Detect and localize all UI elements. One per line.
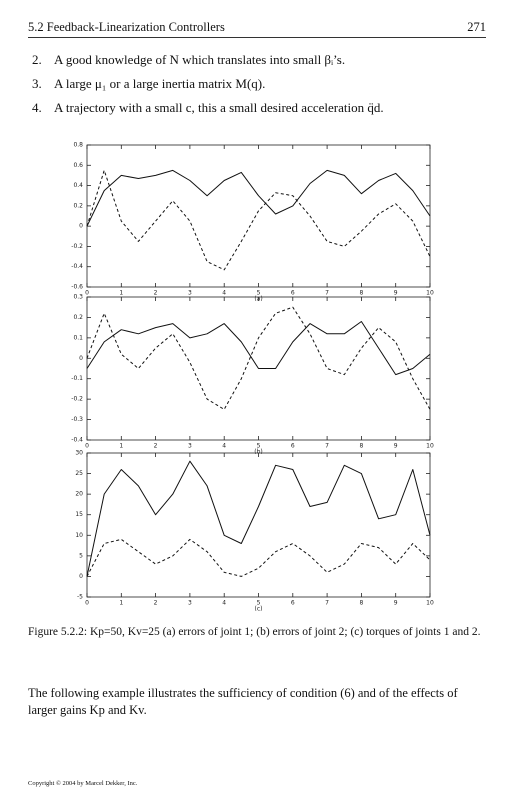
data-line xyxy=(86,538,431,577)
x-tick-label: 5 xyxy=(257,290,261,297)
y-tick-label: 30 xyxy=(75,450,83,457)
y-tick-label: 0.2 xyxy=(73,202,83,209)
x-tick-label: 6 xyxy=(291,443,295,450)
y-tick-label: 0.1 xyxy=(73,334,83,341)
y-tick-label: 0.6 xyxy=(73,162,83,169)
x-tick-label: 4 xyxy=(222,443,226,450)
y-tick-label: 10 xyxy=(75,532,83,539)
x-tick-label: 3 xyxy=(188,443,192,450)
data-line xyxy=(86,169,431,271)
x-tick-label: 8 xyxy=(359,443,363,450)
x-tick-label: 5 xyxy=(257,443,261,450)
page-number: 271 xyxy=(467,20,486,34)
header-rule xyxy=(28,37,486,38)
x-tick-label: 1 xyxy=(119,290,123,297)
x-tick-label: 7 xyxy=(325,290,329,297)
x-tick-label: 10 xyxy=(426,290,434,297)
y-tick-label: 20 xyxy=(75,491,83,498)
data-line xyxy=(86,321,431,376)
y-tick-label: 0.3 xyxy=(73,294,83,301)
y-tick-label: -0.4 xyxy=(71,437,83,444)
y-tick-label: 0.8 xyxy=(73,142,83,149)
x-tick-label: 0 xyxy=(85,600,89,607)
y-tick-label: -0.6 xyxy=(71,284,83,291)
data-line xyxy=(86,460,431,577)
y-tick-label: -0.1 xyxy=(71,375,83,382)
y-tick-label: 25 xyxy=(75,470,83,477)
paragraph: The following example illustrates the su… xyxy=(28,686,458,717)
x-tick-label: 1 xyxy=(119,443,123,450)
running-head: 5.2 Feedback-Linearization Controllers xyxy=(28,20,225,34)
x-tick-label: 9 xyxy=(394,443,398,450)
list-item: 3. A large μ₁ or a large inertia matrix M… xyxy=(32,76,265,92)
plot-frame xyxy=(86,452,431,598)
y-tick-label: -0.4 xyxy=(71,263,83,270)
x-tick-label: 7 xyxy=(325,600,329,607)
item-text: A large μ₁ or a large inertia matrix M(q… xyxy=(54,76,266,91)
x-tick-label: 9 xyxy=(394,600,398,607)
x-axis-label: (c) xyxy=(255,606,263,613)
x-tick-label: 2 xyxy=(154,600,158,607)
y-tick-label: 15 xyxy=(75,511,83,518)
x-axis-label: (b) xyxy=(254,449,263,456)
x-tick-label: 6 xyxy=(291,290,295,297)
x-tick-label: 2 xyxy=(154,443,158,450)
x-tick-label: 7 xyxy=(325,443,329,450)
x-tick-label: 1 xyxy=(119,600,123,607)
data-line xyxy=(86,169,431,227)
x-tick-label: 10 xyxy=(426,443,434,450)
y-tick-label: 0 xyxy=(79,223,83,230)
x-tick-label: 4 xyxy=(222,600,226,607)
y-tick-label: 0 xyxy=(79,573,83,580)
x-tick-label: 3 xyxy=(188,600,192,607)
item-number: 4. xyxy=(32,100,42,115)
x-tick-label: 9 xyxy=(394,290,398,297)
item-number: 2. xyxy=(32,52,42,67)
x-tick-label: 5 xyxy=(257,600,261,607)
x-tick-label: 2 xyxy=(154,290,158,297)
item-text: A good knowledge of N which translates i… xyxy=(54,52,346,67)
list-item: 4. A trajectory with a small c, this a sm… xyxy=(32,100,384,116)
x-tick-label: 6 xyxy=(291,600,295,607)
x-tick-label: 10 xyxy=(426,600,434,607)
y-tick-label: 5 xyxy=(79,552,83,559)
data-line xyxy=(86,306,431,410)
list-item: 2. A good knowledge of N which translates… xyxy=(32,52,345,68)
x-tick-label: 8 xyxy=(359,290,363,297)
x-tick-label: 3 xyxy=(188,290,192,297)
y-tick-label: 0.2 xyxy=(73,314,83,321)
x-tick-label: 0 xyxy=(85,290,89,297)
y-tick-label: -0.2 xyxy=(71,396,83,403)
plot-frame xyxy=(86,144,431,288)
y-tick-label: -5 xyxy=(77,594,83,601)
x-tick-label: 0 xyxy=(85,443,89,450)
caption: Figure 5.2.2: Kp=50, Kv=25 (a) errors of… xyxy=(28,626,481,638)
x-tick-label: 4 xyxy=(222,290,226,297)
x-tick-label: 8 xyxy=(359,600,363,607)
y-tick-label: -0.3 xyxy=(71,416,83,423)
figure: -0.6-0.4-0.200.20.40.60.80 1 2 3 4 5 6 7 8 9 10(a)… xyxy=(71,142,434,613)
y-tick-label: -0.2 xyxy=(71,243,83,250)
y-tick-label: 0 xyxy=(79,355,83,362)
y-tick-label: 0.4 xyxy=(73,182,83,189)
item-text: A trajectory with a small c, this a smal… xyxy=(54,100,384,115)
item-number: 3. xyxy=(32,76,42,91)
copyright: Copyright © 2004 by Marcel Dekker, Inc. xyxy=(28,780,138,787)
